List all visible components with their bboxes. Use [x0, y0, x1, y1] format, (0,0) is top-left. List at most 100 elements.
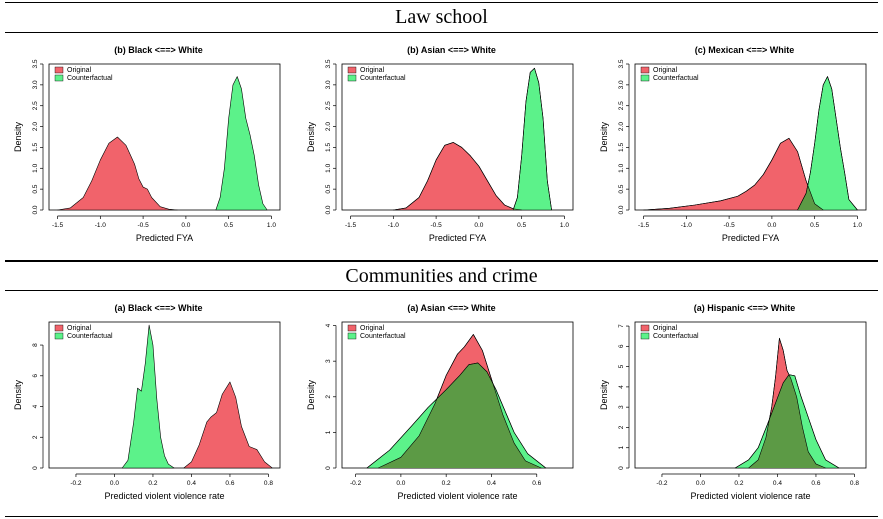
- legend-label-counterfactual: Counterfactual: [653, 333, 699, 340]
- y-tick-label: 3.5: [325, 59, 332, 68]
- chart-svg: (a) Asian <==> White -0.2 0.0 0.2 0.4 0.6 Pred…: [306, 303, 574, 501]
- y-tick-label: 3.0: [325, 80, 332, 89]
- y-tick-label: 3.0: [32, 80, 39, 89]
- overlap-area: [797, 185, 824, 210]
- x-tick-label: -1.0: [388, 222, 400, 229]
- chart-svg: (b) Black <==> White -1.5 -1.0 -0.5 0.0 0.5 1.…: [13, 45, 281, 243]
- x-tick-label: 0.8: [264, 480, 273, 487]
- x-axis-label: Predicted violent violence rate: [104, 491, 224, 501]
- y-tick-label: 1.5: [325, 143, 332, 152]
- y-tick-label: 0.0: [32, 205, 39, 214]
- y-tick-label: 2.5: [618, 101, 625, 110]
- y-tick-label: 0: [32, 466, 39, 470]
- legend-label-original: Original: [653, 325, 678, 332]
- section-divider: [5, 260, 878, 262]
- x-tick-label: 0.6: [532, 480, 541, 487]
- x-tick-label: 1.0: [853, 222, 862, 229]
- x-tick-label: -0.2: [656, 480, 668, 487]
- counterfactual-area-outline: [366, 362, 547, 469]
- y-tick-label: 1.0: [32, 163, 39, 172]
- y-tick-label: 0.0: [618, 205, 625, 214]
- y-tick-label: 7: [618, 324, 625, 328]
- y-tick-label: 8: [32, 343, 39, 347]
- legend-swatch-counterfactual: [347, 74, 357, 82]
- x-axis-label: Predicted FYA: [136, 233, 193, 243]
- x-tick-label: -1.5: [638, 222, 650, 229]
- legend-swatch-original: [640, 66, 650, 74]
- legend-swatch-original: [347, 324, 357, 332]
- legend-swatch-original: [640, 324, 650, 332]
- x-tick-label: -1.0: [95, 222, 107, 229]
- y-tick-label: 1.5: [32, 143, 39, 152]
- y-tick-label: 0.5: [32, 184, 39, 193]
- y-axis-label: Density: [306, 379, 316, 410]
- legend-label-counterfactual: Counterfactual: [360, 75, 406, 82]
- chart-title: (a) Black <==> White: [114, 303, 202, 313]
- x-tick-label: 0.0: [767, 222, 776, 229]
- original-area: [643, 137, 824, 211]
- chart-svg: (a) Hispanic <==> White -0.2 0.0 0.2 0.4 0.6 0…: [599, 303, 867, 501]
- y-tick-label: 6: [32, 374, 39, 378]
- x-tick-label: 0.5: [517, 222, 526, 229]
- section-title-communities-crime: Communities and crime: [345, 265, 538, 287]
- legend-label-counterfactual: Counterfactual: [67, 75, 113, 82]
- y-tick-label: 0.0: [325, 205, 332, 214]
- y-tick-label: 3: [618, 405, 625, 409]
- bottom-rule: [5, 516, 878, 517]
- x-tick-label: -0.5: [431, 222, 443, 229]
- x-tick-label: 0.4: [487, 480, 496, 487]
- original-area-outline: [748, 337, 826, 469]
- legend-label-original: Original: [67, 325, 92, 332]
- y-tick-label: 1.5: [618, 143, 625, 152]
- counterfactual-area: [215, 76, 268, 211]
- y-tick-label: 0.5: [618, 184, 625, 193]
- y-tick-label: 3.5: [32, 59, 39, 68]
- y-tick-label: 3: [325, 359, 332, 363]
- x-tick-label: -0.2: [350, 480, 362, 487]
- legend-swatch-counterfactual: [54, 332, 64, 340]
- x-tick-label: -1.5: [345, 222, 357, 229]
- legend-swatch-original: [347, 66, 357, 74]
- y-tick-label: 1.0: [325, 163, 332, 172]
- x-tick-label: 0.0: [474, 222, 483, 229]
- original-area: [393, 142, 522, 211]
- x-tick-label: 0.0: [181, 222, 190, 229]
- chart-panel-crime-hispanic: (a) Hispanic <==> White -0.2 0.0 0.2 0.4 0.6 0…: [591, 294, 878, 514]
- chart-panel-crime-asian: (a) Asian <==> White -0.2 0.0 0.2 0.4 0.6 Pred…: [298, 294, 585, 514]
- y-tick-label: 5: [618, 364, 625, 368]
- x-tick-label: -1.5: [52, 222, 64, 229]
- counterfactual-area-outline: [734, 374, 840, 469]
- legend-label-original: Original: [360, 67, 385, 74]
- x-tick-label: 0.0: [696, 480, 705, 487]
- chart-panel-crime-black: (a) Black <==> White -0.2 0.0 0.2 0.4 0.6 0.8 P…: [5, 294, 292, 514]
- y-tick-label: 0: [618, 466, 625, 470]
- original-area: [57, 136, 178, 211]
- x-tick-label: -0.5: [138, 222, 150, 229]
- overlap-area: [378, 363, 542, 468]
- y-tick-label: 4: [32, 404, 39, 408]
- chart-title: (a) Asian <==> White: [407, 303, 495, 313]
- section-rule-law-school: [5, 32, 878, 33]
- x-tick-label: 0.4: [187, 480, 196, 487]
- chart-panel-law-asian: (b) Asian <==> White -1.5 -1.0 -0.5 0.0 0.5 1.…: [298, 36, 585, 256]
- x-tick-label: -0.5: [724, 222, 736, 229]
- x-tick-label: -1.0: [681, 222, 693, 229]
- section-title-law-school: Law school: [395, 6, 488, 28]
- section-rule-communities-crime: [5, 290, 878, 291]
- y-axis-label: Density: [306, 121, 316, 152]
- x-tick-label: 0.5: [224, 222, 233, 229]
- x-axis-label: Predicted FYA: [722, 233, 779, 243]
- legend-label-counterfactual: Counterfactual: [360, 333, 406, 340]
- x-tick-label: 0.5: [810, 222, 819, 229]
- y-tick-label: 2.5: [32, 101, 39, 110]
- plot-frame: [634, 321, 867, 469]
- y-tick-label: 1.0: [618, 163, 625, 172]
- y-tick-label: 4: [325, 323, 332, 327]
- chart-title: (a) Hispanic <==> White: [694, 303, 796, 313]
- chart-title: (b) Black <==> White: [114, 45, 203, 55]
- y-tick-label: 3.0: [618, 80, 625, 89]
- original-area-outline: [378, 334, 542, 469]
- x-tick-label: 0.0: [396, 480, 405, 487]
- x-tick-label: 1.0: [267, 222, 276, 229]
- counterfactual-area: [121, 324, 175, 469]
